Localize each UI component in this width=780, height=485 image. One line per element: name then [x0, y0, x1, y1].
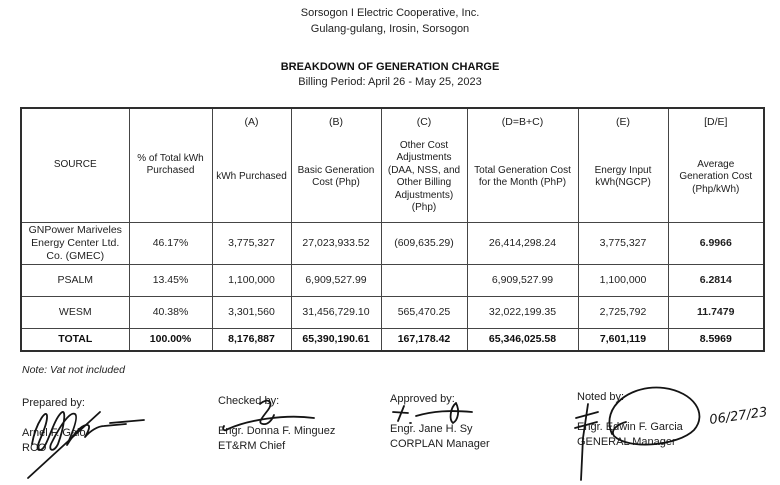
cell-other-adjustments [380, 263, 468, 297]
prepared-by-name: Arnel F. Galo [22, 427, 86, 439]
cell-total-cost: 6,909,527.99 [466, 263, 579, 297]
col-header-basic-generation-cost: (B) Basic Generation Cost (Php) [290, 107, 382, 223]
cell-total-cost: 65,346,025.58 [466, 327, 579, 352]
cell-percent: 46.17% [128, 221, 213, 265]
approved-by-title: CORPLAN Manager [390, 438, 490, 450]
col-header-total-generation-cost: (D=B+C) Total Generation Cost for the Mon… [466, 107, 579, 223]
cell-kwh-purchased: 8,176,887 [211, 327, 292, 352]
approved-by-name: Engr. Jane H. Sy [390, 423, 473, 435]
signature-block-prepared: Prepared by: Arnel F. Galo RCO [22, 397, 86, 456]
col-label: Average Generation Cost (Php/kWh) [679, 158, 753, 195]
col-letter: (E) [616, 116, 630, 129]
cell-percent: 40.38% [128, 295, 213, 329]
col-header-energy-input: (E) Energy Input kWh(NGCP) [577, 107, 669, 223]
cell-average-cost: 8.5969 [667, 327, 765, 352]
signature-block-approved: Approved by: Engr. Jane H. Sy CORPLAN Ma… [390, 393, 490, 452]
cell-basic-cost: 31,456,729.10 [290, 295, 382, 329]
cell-percent: 100.00% [128, 327, 213, 352]
signature-block-checked: Checked by: Engr. Donna F. Minguez ET&RM… [218, 395, 335, 454]
cell-basic-cost: 6,909,527.99 [290, 263, 382, 297]
table-row-wesm: WESM 40.38% 3,301,560 31,456,729.10 565,… [20, 295, 765, 329]
cell-energy-input: 7,601,119 [577, 327, 669, 352]
cell-source: PSALM [20, 263, 130, 297]
col-header-other-cost-adjustments: (C) Other Cost Adjustments (DAA, NSS, and… [380, 107, 468, 223]
col-label: Total Generation Cost for the Month (PhP… [474, 164, 571, 189]
table-row-total: TOTAL 100.00% 8,176,887 65,390,190.61 16… [20, 327, 765, 352]
cell-energy-input: 2,725,792 [577, 295, 669, 329]
noted-by-title: GENERAL Manager [577, 436, 676, 448]
col-header-percent: % of Total kWh Purchased [128, 107, 213, 223]
col-label: Energy Input kWh(NGCP) [594, 164, 652, 189]
cell-basic-cost: 65,390,190.61 [290, 327, 382, 352]
signature-block-noted: Noted by: Engr. Edwin F. Garcia GENERAL … [577, 391, 683, 450]
noted-by-name: Engr. Edwin F. Garcia [577, 421, 683, 433]
cell-source: GNPower Mariveles Energy Center Ltd. Co.… [20, 221, 130, 265]
cell-other-adjustments: 565,470.25 [380, 295, 468, 329]
cell-total-cost: 32,022,199.35 [466, 295, 579, 329]
cell-total-cost: 26,414,298.24 [466, 221, 579, 265]
col-header-kwh-purchased: (A) kWh Purchased [211, 107, 292, 223]
cell-kwh-purchased: 1,100,000 [211, 263, 292, 297]
cell-average-cost: 6.9966 [667, 221, 765, 265]
table-row-psalm: PSALM 13.45% 1,100,000 6,909,527.99 6,90… [20, 263, 765, 297]
billing-period: Billing Period: April 26 - May 25, 2023 [298, 76, 482, 88]
prepared-by-title: RCO [22, 442, 47, 454]
col-letter: (A) [244, 116, 259, 129]
org-name: Sorsogon I Electric Cooperative, Inc. [300, 7, 480, 19]
checked-by-title: ET&RM Chief [218, 440, 286, 452]
cell-average-cost: 6.2814 [667, 263, 765, 297]
noted-by-label: Noted by: [577, 391, 625, 403]
col-letter: (C) [416, 116, 432, 129]
cell-basic-cost: 27,023,933.52 [290, 221, 382, 265]
document-header: Sorsogon I Electric Cooperative, Inc. Gu… [0, 5, 780, 37]
handwritten-date: 06/27/23 [708, 405, 768, 428]
col-letter: (D=B+C) [501, 116, 544, 129]
col-letter: (B) [329, 116, 343, 129]
col-letter: [D/E] [704, 116, 728, 129]
prepared-by-label: Prepared by: [22, 397, 85, 409]
cell-other-adjustments: (609,635.29) [380, 221, 468, 265]
checked-by-label: Checked by: [218, 395, 280, 407]
cell-kwh-purchased: 3,775,327 [211, 221, 292, 265]
cell-kwh-purchased: 3,301,560 [211, 295, 292, 329]
cell-other-adjustments: 167,178.42 [380, 327, 468, 352]
checked-by-name: Engr. Donna F. Minguez [218, 425, 336, 437]
cell-percent: 13.45% [128, 263, 213, 297]
cell-energy-input: 1,100,000 [577, 263, 669, 297]
col-label: Basic Generation Cost (Php) [297, 164, 375, 189]
col-header-average-generation-cost: [D/E] Average Generation Cost (Php/kWh) [667, 107, 765, 223]
vat-note: Note: Vat not included [22, 364, 125, 376]
org-address: Gulang-gulang, Irosin, Sorsogon [310, 23, 470, 35]
col-label: SOURCE [53, 159, 97, 170]
page-title: BREAKDOWN OF GENERATION CHARGE [280, 61, 500, 73]
generation-charge-table: SOURCE % of Total kWh Purchased (A) kWh P… [20, 107, 765, 352]
col-label: % of Total kWh Purchased [137, 152, 204, 177]
cell-source: TOTAL [20, 327, 130, 352]
approved-by-label: Approved by: [390, 393, 455, 405]
table-row-gmec: GNPower Mariveles Energy Center Ltd. Co.… [20, 221, 765, 265]
col-header-source: SOURCE [20, 107, 130, 223]
col-label: kWh Purchased [216, 171, 287, 182]
cell-source: WESM [20, 295, 130, 329]
cell-energy-input: 3,775,327 [577, 221, 669, 265]
col-label: Other Cost Adjustments (DAA, NSS, and Ot… [387, 139, 461, 214]
table-header-row: SOURCE % of Total kWh Purchased (A) kWh P… [20, 107, 765, 223]
cell-average-cost: 11.7479 [667, 295, 765, 329]
